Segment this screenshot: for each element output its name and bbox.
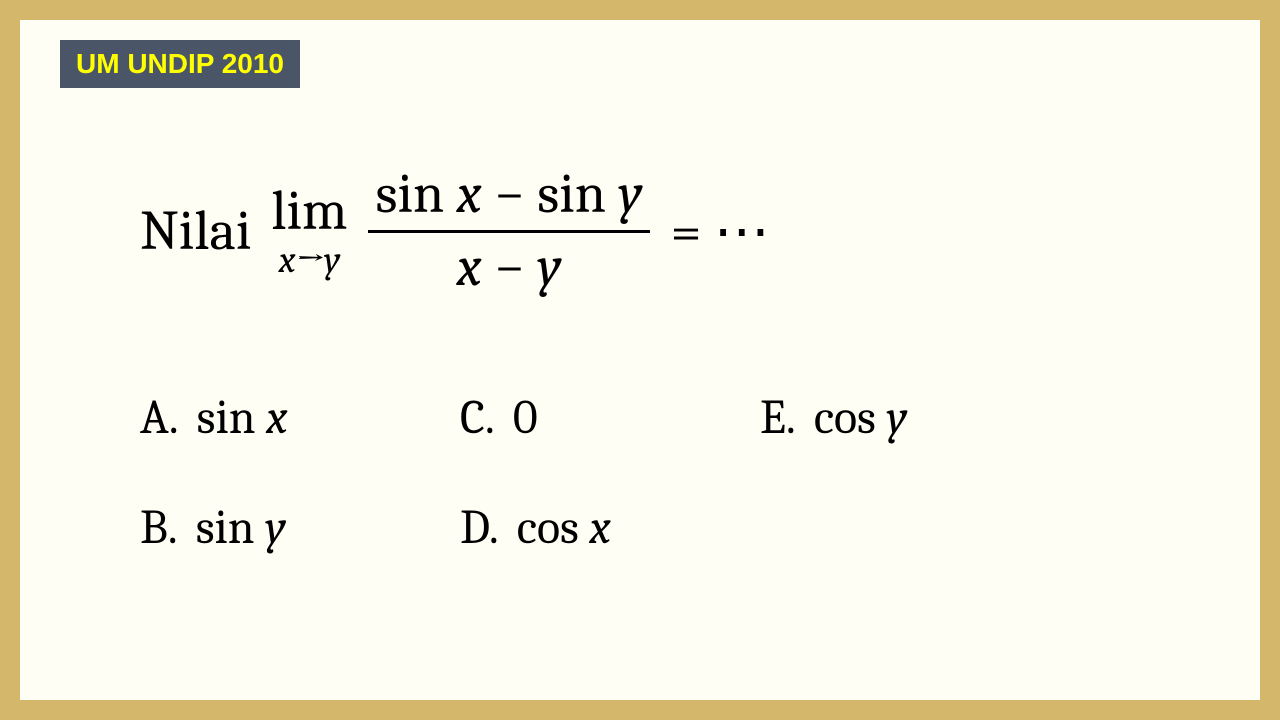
- question-label: Nilai: [140, 199, 251, 263]
- slide-inner: UM UNDIP 2010 Nilai lim x→y sin x − sin …: [20, 20, 1260, 700]
- den-op: −: [482, 235, 538, 299]
- lim-text: lim: [271, 183, 347, 239]
- limit-block: lim x→y: [271, 183, 347, 279]
- option-d: D. cos x: [460, 500, 760, 555]
- option-e: E. cos y: [760, 390, 907, 445]
- option-a-fn: sin: [197, 390, 256, 445]
- option-a: A. sin x: [140, 390, 460, 445]
- option-c-text: 0: [513, 390, 538, 445]
- answer-options: A. sin x C. 0 E. cos y B. sin y D. cos x: [140, 390, 1160, 610]
- fraction-denominator: x − y: [449, 233, 570, 303]
- option-c: C. 0: [460, 390, 760, 445]
- option-a-var: x: [266, 390, 287, 445]
- fraction: sin x − sin y x − y: [368, 160, 651, 302]
- num-fn1: sin: [376, 162, 445, 226]
- option-e-fn: cos: [814, 390, 876, 445]
- lim-arrow: →: [296, 238, 324, 282]
- option-b: B. sin y: [140, 500, 460, 555]
- option-c-label: C.: [460, 390, 495, 445]
- den-var1: x: [457, 235, 482, 299]
- option-a-label: A.: [140, 390, 179, 445]
- equals-dots: = ⋯: [670, 199, 769, 264]
- lim-sub-y: y: [324, 238, 340, 282]
- option-d-fn: cos: [517, 500, 579, 555]
- option-row-1: A. sin x C. 0 E. cos y: [140, 390, 1160, 445]
- num-fn2: sin: [537, 162, 606, 226]
- option-e-var: y: [886, 390, 907, 445]
- num-var1: x: [457, 162, 482, 226]
- fraction-numerator: sin x − sin y: [368, 160, 651, 230]
- source-tag: UM UNDIP 2010: [60, 40, 300, 88]
- option-d-label: D.: [460, 500, 499, 555]
- option-b-fn: sin: [196, 500, 255, 555]
- lim-sub-x: x: [279, 238, 296, 282]
- option-b-label: B.: [140, 500, 178, 555]
- question-expression: Nilai lim x→y sin x − sin y x − y = ⋯: [140, 160, 770, 302]
- option-e-label: E.: [760, 390, 796, 445]
- lim-subscript: x→y: [279, 241, 341, 279]
- den-var2: y: [537, 235, 561, 299]
- num-op: −: [482, 162, 538, 226]
- num-var2: y: [618, 162, 642, 226]
- option-d-var: x: [589, 500, 610, 555]
- option-b-var: y: [265, 500, 286, 555]
- option-row-2: B. sin y D. cos x: [140, 500, 1160, 555]
